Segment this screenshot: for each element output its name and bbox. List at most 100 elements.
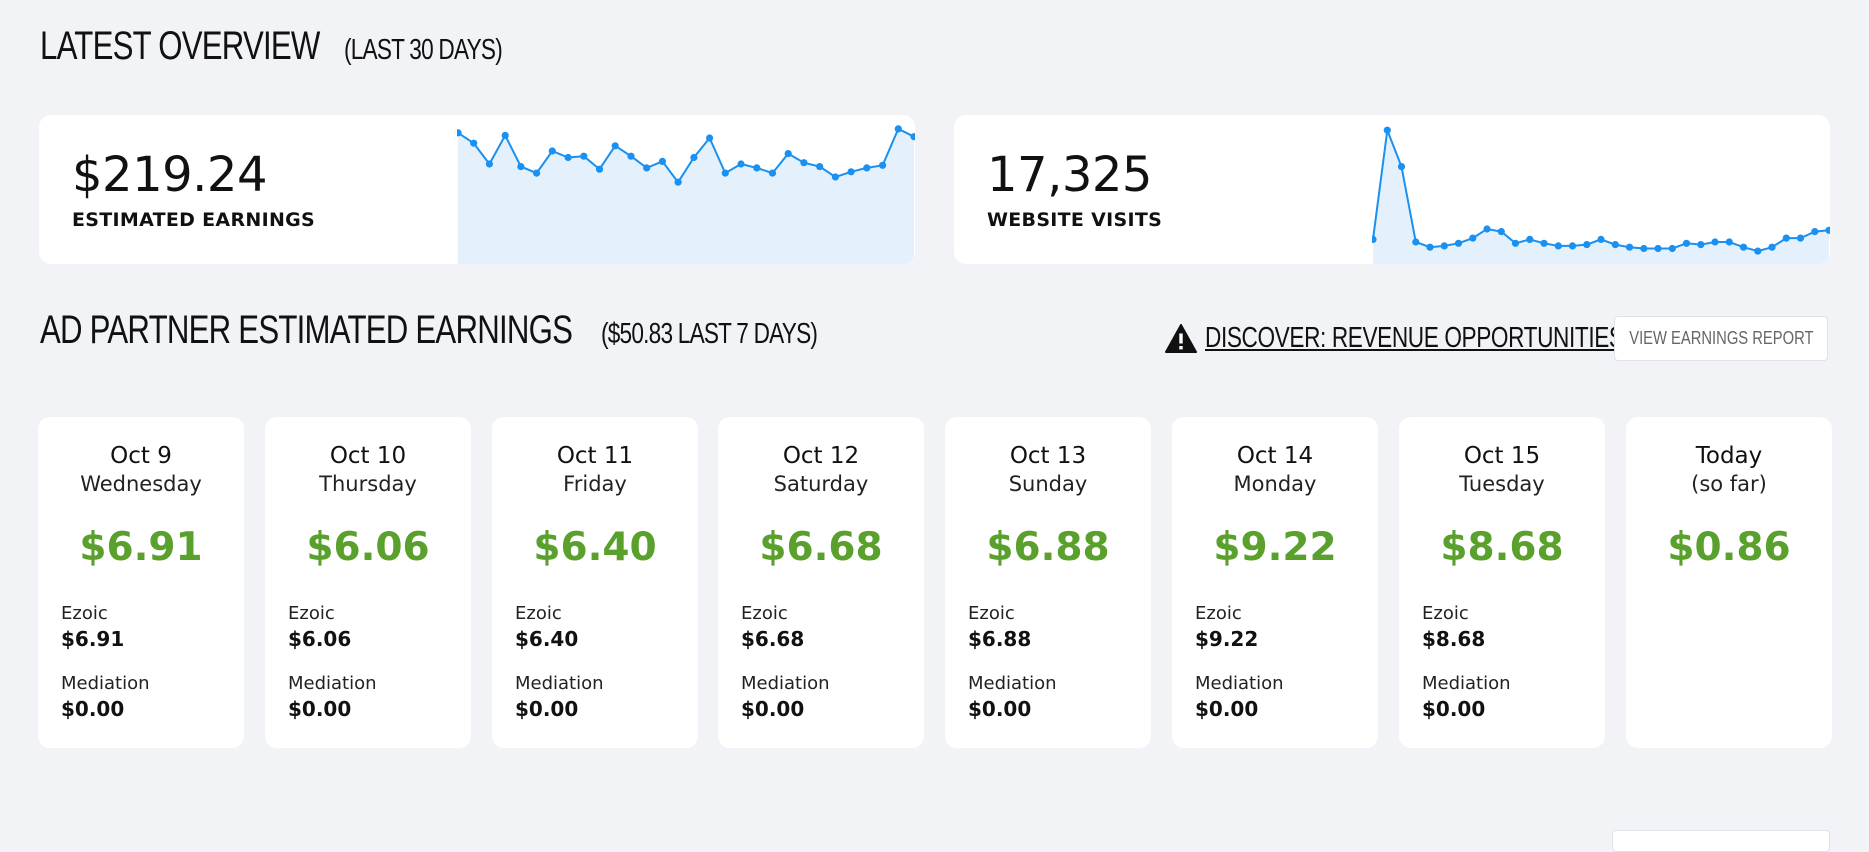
earnings-sparkline-point[interactable] [784, 150, 792, 158]
day-total-earnings: $8.68 [1440, 525, 1564, 570]
visits-sparkline-point[interactable] [1811, 228, 1819, 236]
visits-sparkline-point[interactable] [1625, 243, 1634, 251]
earnings-sparkline-point[interactable] [643, 164, 651, 172]
day-card-oct-9: Oct 9 Wednesday $6.91 Ezoic $6.91 Mediat… [38, 417, 244, 748]
visits-sparkline-point[interactable] [1754, 247, 1762, 255]
earnings-sparkline-point[interactable] [564, 153, 572, 162]
earnings-sparkline-point[interactable] [533, 169, 541, 177]
visits-sparkline-point[interactable] [1372, 235, 1377, 243]
earnings-sparkline-point[interactable] [457, 129, 462, 137]
mediation-label: Mediation [288, 673, 377, 694]
ezoic-value: $6.06 [288, 627, 352, 651]
visits-sparkline-point[interactable] [1711, 238, 1719, 246]
earnings-sparkline-point[interactable] [863, 164, 871, 172]
earnings-sparkline-point[interactable] [548, 147, 556, 155]
day-weekday: Monday [1233, 472, 1317, 496]
earnings-sparkline-point[interactable] [470, 139, 478, 147]
view-earnings-report-button[interactable]: VIEW EARNINGS REPORT [1614, 316, 1828, 361]
day-card-oct-14: Oct 14 Monday $9.22 Ezoic $9.22 Mediatio… [1172, 417, 1378, 748]
visits-sparkline-point[interactable] [1640, 244, 1648, 253]
earnings-sparkline-point[interactable] [501, 131, 509, 139]
day-weekday: Thursday [319, 472, 417, 496]
warning-triangle-icon [1165, 323, 1197, 353]
mediation-label: Mediation [1422, 673, 1511, 694]
visits-sparkline-point[interactable] [1796, 234, 1805, 242]
visits-sparkline-point[interactable] [1511, 239, 1520, 247]
earnings-sparkline-point[interactable] [800, 159, 808, 167]
overview-subtitle: (LAST 30 DAYS) [343, 34, 503, 66]
day-date: Today [1695, 443, 1763, 469]
earnings-sparkline-point[interactable] [894, 125, 902, 133]
earnings-sparkline-point[interactable] [690, 153, 698, 162]
visits-sparkline-point[interactable] [1412, 238, 1420, 246]
visits-sparkline-point[interactable] [1583, 241, 1591, 249]
earnings-sparkline-point[interactable] [674, 178, 682, 186]
visits-sparkline-point[interactable] [1454, 239, 1463, 247]
day-date: Oct 13 [1009, 443, 1087, 469]
day-total-earnings: $6.91 [79, 525, 203, 570]
ezoic-label: Ezoic [61, 603, 108, 624]
visits-sparkline-point[interactable] [1697, 241, 1705, 249]
discover-revenue-link[interactable]: DISCOVER: REVENUE OPPORTUNITIES (1) [1165, 322, 1783, 355]
day-weekday: Wednesday [80, 472, 202, 496]
earnings-sparkline-point[interactable] [611, 142, 619, 150]
earnings-sparkline-point[interactable] [580, 152, 588, 160]
earnings-sparkline-point[interactable] [721, 169, 729, 177]
mediation-label: Mediation [1195, 673, 1284, 694]
day-weekday: Sunday [1008, 472, 1088, 496]
overview-heading: LATEST OVERVIEW (LAST 30 DAYS) [40, 24, 546, 69]
earnings-sparkline-point[interactable] [847, 168, 855, 176]
mediation-value: $0.00 [741, 697, 805, 721]
visits-sparkline-point[interactable] [1397, 163, 1406, 171]
visits-sparkline-point[interactable] [1554, 242, 1562, 250]
earnings-sparkline-point[interactable] [879, 161, 887, 169]
visits-sparkline [1372, 126, 1830, 264]
view-earnings-report-label[interactable]: VIEW EARNINGS REPORT [1628, 328, 1814, 348]
visits-sparkline-point[interactable] [1725, 238, 1733, 246]
visits-sparkline-point[interactable] [1825, 226, 1830, 234]
visits-sparkline-point[interactable] [1497, 228, 1505, 236]
partial-button[interactable] [1612, 830, 1830, 852]
visits-sparkline-point[interactable] [1668, 244, 1676, 253]
ezoic-label: Ezoic [741, 603, 788, 624]
earnings-sparkline-point[interactable] [658, 157, 666, 165]
visits-sparkline-point[interactable] [1768, 243, 1776, 251]
earnings-sparkline-point[interactable] [627, 152, 635, 160]
visits-sparkline-point[interactable] [1540, 239, 1548, 247]
visits-sparkline-point[interactable] [1682, 239, 1691, 247]
earnings-sparkline-point[interactable] [737, 160, 745, 168]
earnings-sparkline-point[interactable] [816, 163, 824, 171]
earnings-sparkline-point[interactable] [831, 173, 839, 181]
ezoic-label: Ezoic [515, 603, 562, 624]
visits-sparkline-point[interactable] [1611, 241, 1619, 249]
day-total-earnings: $6.40 [533, 525, 657, 570]
ezoic-label: Ezoic [1422, 603, 1469, 624]
mediation-value: $0.00 [288, 697, 352, 721]
visits-sparkline-point[interactable] [1383, 126, 1391, 134]
visits-sparkline-point[interactable] [1483, 225, 1491, 233]
visits-sparkline-point[interactable] [1568, 242, 1577, 250]
visits-sparkline-point[interactable] [1426, 243, 1434, 251]
day-card-oct-12: Oct 12 Saturday $6.68 Ezoic $6.68 Mediat… [718, 417, 924, 748]
visits-sparkline-point[interactable] [1597, 235, 1605, 243]
visits-sparkline-point[interactable] [1526, 235, 1534, 243]
visits-sparkline-point[interactable] [1654, 244, 1662, 253]
visits-sparkline-point[interactable] [1739, 243, 1748, 251]
visits-sparkline-point[interactable] [1782, 234, 1790, 242]
day-card-oct-13: Oct 13 Sunday $6.88 Ezoic $6.88 Mediatio… [945, 417, 1151, 748]
earnings-sparkline-point[interactable] [485, 160, 493, 168]
ezoic-label: Ezoic [288, 603, 335, 624]
ezoic-value: $6.91 [61, 627, 125, 651]
earnings-sparkline-point[interactable] [706, 134, 714, 142]
ezoic-label: Ezoic [968, 603, 1015, 624]
earnings-sparkline-point[interactable] [768, 169, 777, 177]
earnings-sparkline-point[interactable] [517, 163, 525, 171]
earnings-sparkline-point[interactable] [753, 164, 761, 172]
visits-sparkline-point[interactable] [1440, 242, 1448, 250]
earnings-sparkline-point[interactable] [595, 165, 604, 173]
ad-partner-heading: AD PARTNER ESTIMATED EARNINGS ($50.83 LA… [40, 308, 878, 353]
visits-sparkline-point[interactable] [1469, 234, 1477, 242]
discover-revenue-label[interactable]: DISCOVER: REVENUE OPPORTUNITIES (1) [1205, 322, 1656, 354]
earnings-sparkline-point[interactable] [910, 133, 915, 141]
ezoic-value: $6.88 [968, 627, 1032, 651]
